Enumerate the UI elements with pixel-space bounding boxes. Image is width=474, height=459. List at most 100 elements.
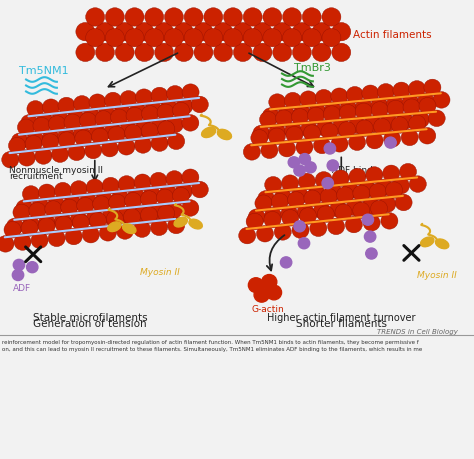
Circle shape xyxy=(325,185,342,201)
Circle shape xyxy=(302,29,321,48)
Circle shape xyxy=(409,116,426,132)
Circle shape xyxy=(251,130,268,147)
Circle shape xyxy=(392,178,410,195)
Circle shape xyxy=(21,220,38,237)
Circle shape xyxy=(125,9,144,27)
Circle shape xyxy=(337,187,354,204)
Circle shape xyxy=(43,100,60,116)
Circle shape xyxy=(313,138,330,154)
Text: Tm5NM1: Tm5NM1 xyxy=(19,66,69,76)
Circle shape xyxy=(86,210,103,227)
Circle shape xyxy=(86,29,105,48)
Circle shape xyxy=(54,213,71,230)
Circle shape xyxy=(129,104,146,120)
Circle shape xyxy=(82,109,100,125)
Circle shape xyxy=(85,143,102,159)
Circle shape xyxy=(145,29,164,48)
Circle shape xyxy=(332,171,349,187)
Circle shape xyxy=(330,202,347,218)
Circle shape xyxy=(362,86,379,102)
Circle shape xyxy=(176,99,193,115)
Circle shape xyxy=(164,9,183,27)
Circle shape xyxy=(155,23,173,42)
Circle shape xyxy=(42,134,59,151)
Circle shape xyxy=(246,214,263,230)
Circle shape xyxy=(134,174,151,191)
Circle shape xyxy=(141,123,158,140)
Circle shape xyxy=(317,120,334,137)
Circle shape xyxy=(308,186,325,203)
Circle shape xyxy=(433,92,450,109)
Circle shape xyxy=(273,23,292,42)
Circle shape xyxy=(409,81,426,98)
Circle shape xyxy=(29,203,46,219)
Circle shape xyxy=(233,23,252,42)
Circle shape xyxy=(67,110,84,127)
Circle shape xyxy=(356,121,373,137)
Circle shape xyxy=(70,181,87,198)
Circle shape xyxy=(120,91,137,108)
Circle shape xyxy=(48,117,65,133)
Circle shape xyxy=(157,105,174,121)
Circle shape xyxy=(168,218,185,234)
Circle shape xyxy=(135,44,154,62)
Circle shape xyxy=(89,125,106,142)
Text: Stable microfilaments: Stable microfilaments xyxy=(33,312,147,322)
Circle shape xyxy=(371,102,388,119)
Ellipse shape xyxy=(218,130,231,140)
Circle shape xyxy=(95,112,112,128)
Circle shape xyxy=(321,124,338,140)
Circle shape xyxy=(125,193,142,209)
Circle shape xyxy=(320,189,337,206)
Circle shape xyxy=(315,172,332,189)
Circle shape xyxy=(101,141,118,157)
Circle shape xyxy=(402,95,419,112)
Circle shape xyxy=(36,114,53,130)
Circle shape xyxy=(68,145,85,161)
Circle shape xyxy=(307,108,324,124)
Circle shape xyxy=(268,129,285,145)
Circle shape xyxy=(332,119,349,135)
Circle shape xyxy=(297,205,314,221)
Circle shape xyxy=(89,213,106,230)
Circle shape xyxy=(158,122,175,138)
Circle shape xyxy=(366,133,383,150)
Circle shape xyxy=(348,134,365,151)
Circle shape xyxy=(288,157,300,168)
Circle shape xyxy=(120,122,137,139)
Circle shape xyxy=(278,107,295,123)
Circle shape xyxy=(375,179,392,196)
Circle shape xyxy=(140,191,157,208)
Circle shape xyxy=(70,212,87,229)
Circle shape xyxy=(38,218,55,235)
Circle shape xyxy=(309,104,326,121)
Circle shape xyxy=(73,127,90,144)
Circle shape xyxy=(304,190,321,207)
Text: Nonmuscle myosin II: Nonmuscle myosin II xyxy=(9,165,103,174)
Circle shape xyxy=(111,190,128,207)
Circle shape xyxy=(191,97,209,113)
Circle shape xyxy=(339,105,356,122)
Circle shape xyxy=(21,115,38,132)
Circle shape xyxy=(263,9,282,27)
Circle shape xyxy=(150,204,167,220)
Circle shape xyxy=(174,44,193,62)
Circle shape xyxy=(300,92,317,108)
Circle shape xyxy=(381,213,398,230)
Circle shape xyxy=(264,212,281,229)
Circle shape xyxy=(80,194,97,210)
Circle shape xyxy=(173,188,190,205)
Text: ADF: ADF xyxy=(13,283,31,292)
Circle shape xyxy=(260,112,277,129)
Circle shape xyxy=(140,207,157,224)
Circle shape xyxy=(401,130,418,146)
Circle shape xyxy=(255,196,272,212)
Circle shape xyxy=(262,275,277,290)
Circle shape xyxy=(419,128,436,145)
Circle shape xyxy=(166,86,183,103)
Circle shape xyxy=(150,173,167,190)
Circle shape xyxy=(324,103,341,119)
Circle shape xyxy=(312,44,331,62)
Circle shape xyxy=(114,105,131,122)
Circle shape xyxy=(359,181,376,198)
